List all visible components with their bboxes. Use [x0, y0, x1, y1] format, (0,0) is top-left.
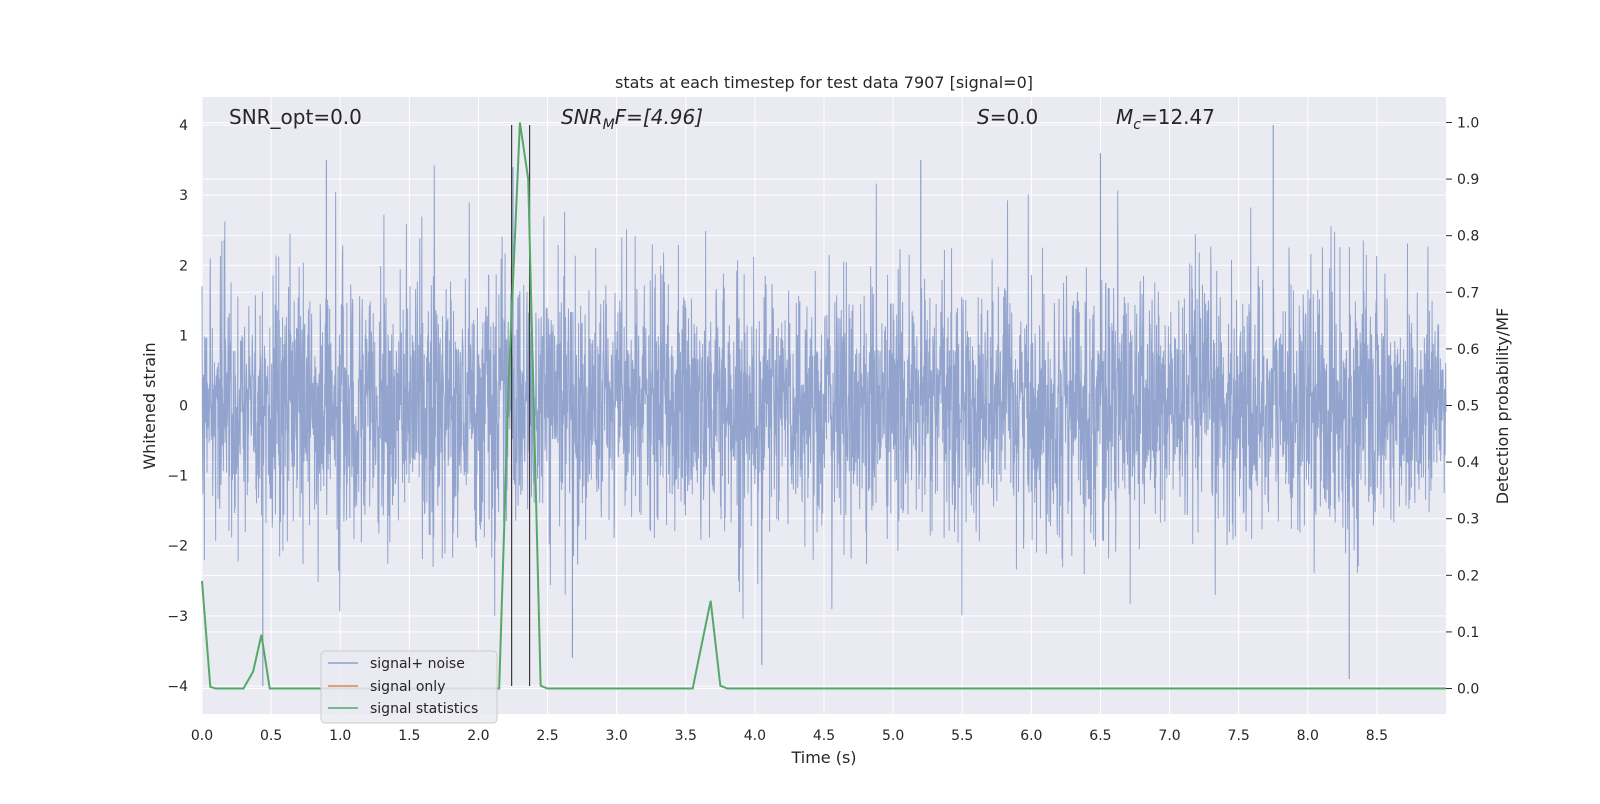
x-tick-label: 8.0 [1297, 728, 1319, 744]
signal-noise-series [201, 125, 1447, 686]
signal-statistics-series [201, 122, 1446, 690]
legend-label-signal-noise: signal+ noise [370, 656, 465, 672]
x-tick-label: 2.0 [467, 728, 489, 744]
x-tick-label: 2.5 [536, 728, 558, 744]
legend-label-signal-only: signal only [370, 679, 445, 695]
y-right-tick-labels: 1.0 0.9 0.8 0.7 0.6 0.5 0.4 0.3 0.2 0.1 0.0 [1446, 115, 1479, 698]
y-left-tick-label: 1 [179, 328, 188, 344]
chart-title: stats at each timestep for test data 790… [615, 73, 1033, 92]
x-tick-label: 5.5 [951, 728, 973, 744]
x-tick-label: 8.5 [1366, 728, 1388, 744]
y-right-tick-label: 0.8 [1457, 229, 1479, 245]
x-tick-label: 1.5 [398, 728, 420, 744]
y-left-tick-label: 2 [179, 258, 188, 274]
x-tick-labels: 0.0 0.5 1.0 1.5 2.0 2.5 3.0 3.5 4.0 4.5 5.0 5.5 6.0 6… [191, 728, 1388, 744]
annotation-snr-opt: SNR_opt=0.0 [229, 105, 362, 129]
legend: signal+ noise signal only signal statist… [320, 650, 498, 724]
annotation-snr-mf: SNRMF=[4.96] [561, 105, 703, 133]
y-right-tick-label: 0.7 [1457, 285, 1479, 301]
x-tick-label: 3.0 [606, 728, 628, 744]
y-right-tick-label: 0.0 [1457, 682, 1479, 698]
y-right-axis-label: Detection probability/MF [1493, 308, 1512, 505]
y-left-tick-label: −4 [167, 679, 188, 695]
x-tick-label: 3.5 [675, 728, 697, 744]
y-left-tick-label: −1 [167, 469, 188, 485]
x-tick-label: 0.0 [191, 728, 213, 744]
y-left-axis-label: Whitened strain [140, 342, 159, 469]
y-left-tick-label: 0 [179, 399, 188, 415]
y-right-tick-label: 1.0 [1457, 115, 1479, 131]
signal-statistics-line [201, 122, 1446, 690]
y-left-tick-label: −2 [167, 539, 188, 555]
x-tick-label: 6.5 [1089, 728, 1111, 744]
y-right-tick-label: 0.1 [1457, 625, 1479, 641]
legend-box [320, 650, 498, 724]
y-right-tick-label: 0.2 [1457, 568, 1479, 584]
x-axis-label: Time (s) [790, 748, 856, 767]
legend-label-signal-statistics: signal statistics [370, 701, 478, 717]
x-tick-label: 4.5 [813, 728, 835, 744]
y-right-tick-label: 0.9 [1457, 172, 1479, 188]
x-tick-label: 0.5 [260, 728, 282, 744]
y-right-tick-label: 0.6 [1457, 342, 1479, 358]
x-tick-label: 7.5 [1228, 728, 1250, 744]
y-right-tick-label: 0.3 [1457, 512, 1479, 528]
signal-noise-line [201, 165, 1447, 619]
x-tick-label: 1.0 [329, 728, 351, 744]
y-right-tick-label: 0.5 [1457, 399, 1479, 415]
y-right-tick-label: 0.4 [1457, 455, 1479, 471]
y-left-tick-label: 3 [179, 188, 188, 204]
x-tick-label: 4.0 [744, 728, 766, 744]
x-tick-label: 7.0 [1158, 728, 1180, 744]
x-tick-label: 6.0 [1020, 728, 1042, 744]
annotation-s: S=0.0 [977, 105, 1038, 129]
y-left-tick-labels: 4 3 2 1 0 −1 −2 −3 −4 [167, 118, 188, 695]
y-left-tick-label: 4 [179, 118, 188, 134]
annotation-mc: Mc=12.47 [1116, 105, 1215, 133]
x-tick-label: 5.0 [882, 728, 904, 744]
y-left-tick-label: −3 [167, 609, 188, 625]
